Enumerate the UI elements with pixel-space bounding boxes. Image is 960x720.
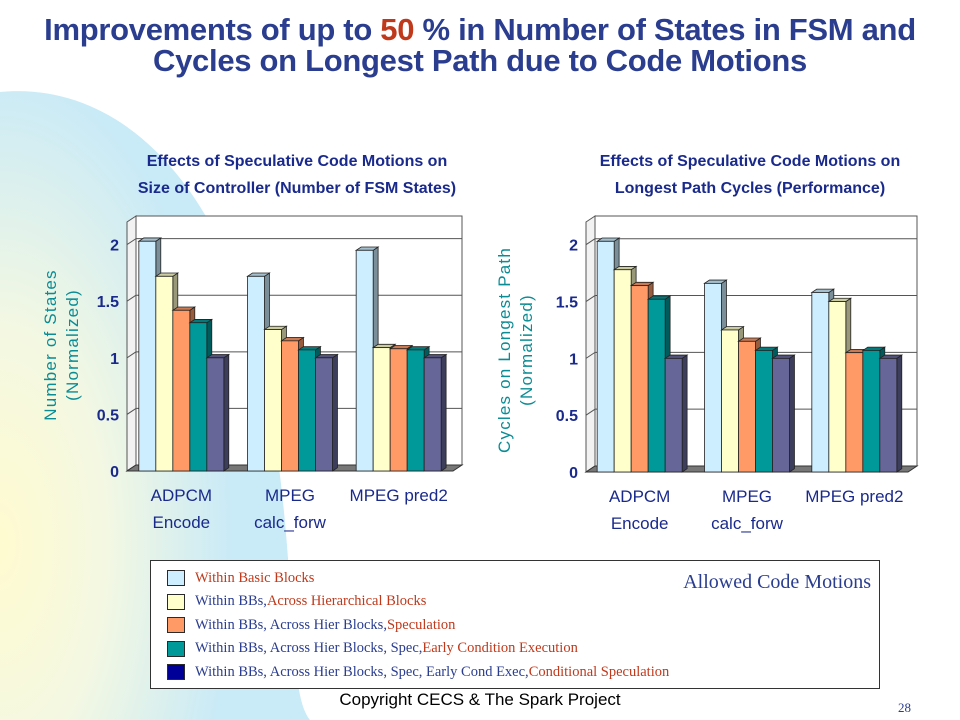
- bar-front: [315, 357, 333, 472]
- gridline-diagonal: [126, 294, 137, 302]
- bar-side: [789, 354, 795, 473]
- page-number: 28: [898, 700, 911, 715]
- bar-front: [772, 357, 790, 473]
- y-tick-label: 1.5: [97, 294, 119, 311]
- x-tick-label-line2: Encode: [152, 513, 210, 532]
- bar-front: [206, 357, 225, 472]
- plot-side-wall: [585, 215, 596, 473]
- bar-front: [630, 285, 649, 473]
- legend-label-highlight: Conditional Speculation: [528, 663, 670, 680]
- legend-item: Within BBs, Across Hier Blocks, Spec, Ea…: [167, 662, 669, 682]
- x-tick-label: MPEG: [265, 486, 315, 505]
- legend-item: Within Basic Blocks: [167, 568, 314, 588]
- legend-swatch: [167, 617, 185, 633]
- y-axis-label: Number of States: [41, 269, 60, 420]
- bar-front: [879, 357, 898, 473]
- chart-title: Effects of Speculative Code Motions on: [600, 153, 900, 170]
- gridline-diagonal: [126, 407, 137, 415]
- bar-front: [862, 350, 881, 473]
- x-tick-label: ADPCM: [151, 486, 212, 505]
- legend-label: Within BBs, Across Hier Blocks,: [195, 616, 387, 633]
- x-tick-label: ADPCM: [609, 487, 670, 506]
- gridline-diagonal: [585, 351, 596, 359]
- y-tick-label: 1: [569, 351, 578, 368]
- bar: [354, 246, 380, 472]
- y-tick-label: 0.5: [97, 407, 119, 424]
- title-highlight: 50: [380, 12, 415, 47]
- gridline-diagonal: [585, 295, 596, 302]
- bar-front: [828, 301, 847, 473]
- x-tick-label: MPEG: [722, 487, 772, 506]
- legend-title: Allowed Code Motions: [683, 571, 871, 593]
- slide-title: Improvements of up to 50 % in Number of …: [44, 12, 916, 78]
- x-tick-label-line2: calc_forw: [711, 514, 784, 533]
- gridline-diagonal: [585, 238, 596, 246]
- bar-front: [811, 292, 830, 473]
- chart-subtitle: Longest Path Cycles (Performance): [615, 180, 885, 197]
- legend-item: Within BBs, Across Hier Blocks, Spec, Ea…: [167, 639, 578, 659]
- x-tick-label: MPEG pred2: [350, 486, 448, 505]
- gridline-diagonal: [126, 238, 137, 246]
- y-tick-label: 2: [110, 238, 119, 255]
- bar-front: [845, 352, 864, 473]
- legend-label: Within BBs, Across Hier Blocks, Spec,: [195, 640, 423, 656]
- y-axis-label-sub: (Normalized): [517, 294, 536, 406]
- legend-label: Within BBs,: [195, 593, 267, 609]
- bar-front: [613, 269, 632, 473]
- y-axis-label: Cycles on Longest Path: [495, 247, 514, 453]
- chart-title: Effects of Speculative Code Motions on: [147, 153, 447, 170]
- longest-path-chart: Effects of Speculative Code Motions on Lo…: [495, 153, 919, 533]
- bar-front: [596, 240, 615, 473]
- y-tick-label: 0: [569, 465, 578, 482]
- legend-label: Within BBs, Across Hier Blocks, Spec, Ea…: [195, 663, 529, 680]
- x-tick-label-line2: calc_forw: [254, 513, 327, 532]
- footer-copyright: Copyright CECS & The Spark Project: [339, 690, 621, 709]
- y-tick-label: 2: [569, 238, 578, 255]
- bar-front: [664, 357, 683, 473]
- legend-item: Within BBs, Across Hierarchical Blocks: [167, 592, 426, 612]
- legend-swatch: [167, 664, 185, 680]
- bar: [205, 353, 231, 472]
- y-tick-label: 1: [110, 351, 119, 368]
- bar: [771, 354, 796, 473]
- bar-front: [704, 282, 722, 473]
- bar-front: [755, 350, 773, 473]
- y-tick-label: 0: [110, 464, 119, 481]
- legend-swatch: [167, 593, 185, 610]
- bar-side: [896, 354, 903, 473]
- x-tick-label-line2: Encode: [611, 514, 669, 533]
- chart-subtitle: Size of Controller (Number of FSM States…: [138, 180, 456, 197]
- bar-front: [423, 357, 442, 472]
- bar: [314, 353, 339, 472]
- bar: [422, 353, 448, 472]
- gridline-diagonal: [585, 408, 596, 416]
- bar-front: [738, 340, 756, 473]
- bar: [878, 354, 904, 473]
- fsm-states-chart: Effects of Speculative Code Motions on Si…: [41, 153, 464, 532]
- y-axis-label-sub: (Normalized): [63, 289, 82, 401]
- y-tick-label: 0.5: [556, 408, 578, 425]
- y-tick-label: 1.5: [556, 295, 578, 312]
- legend-label: Within Basic Blocks: [195, 569, 315, 586]
- bar-front: [721, 329, 739, 473]
- legend-swatch: [167, 570, 185, 586]
- legend-label-highlight: Early Condition Execution: [422, 640, 578, 656]
- bar: [663, 354, 689, 473]
- legend: Allowed Code Motions Within Basic Blocks…: [150, 560, 880, 689]
- legend-swatch: [167, 640, 185, 657]
- gridline-diagonal: [126, 351, 137, 359]
- bar-front: [647, 298, 666, 473]
- legend-label-highlight: Speculation: [386, 616, 456, 633]
- x-tick-label: MPEG pred2: [805, 487, 903, 506]
- legend-item: Within BBs, Across Hier Blocks, Speculat…: [167, 615, 455, 635]
- bar-side: [681, 354, 688, 473]
- legend-label-highlight: Across Hierarchical Blocks: [266, 593, 427, 609]
